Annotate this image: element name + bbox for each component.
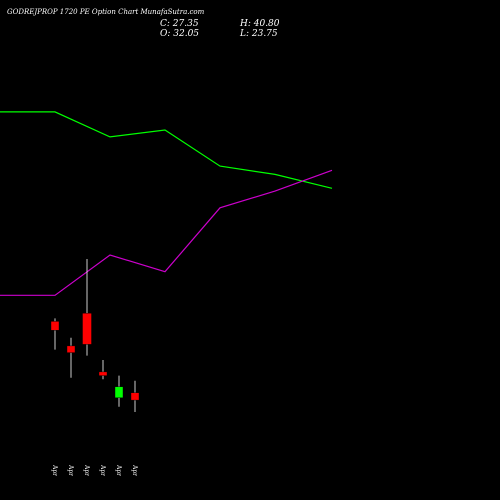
candle [98, 360, 108, 380]
candle [50, 318, 60, 350]
candle-body [114, 386, 124, 399]
date-label: Apr [67, 464, 74, 476]
indicator-lines [0, 111, 333, 296]
candle-body [82, 313, 92, 345]
date-label: Apr [115, 464, 122, 476]
high-value: H: 40.80 [240, 19, 280, 29]
close-value: C: 27.35 [160, 19, 199, 29]
candle-body [50, 321, 60, 331]
indicator-line-1 [0, 111, 333, 189]
indicator-line-2 [0, 169, 333, 296]
date-label: Apr [99, 464, 106, 476]
date-label: Apr [131, 464, 138, 476]
candle-body [130, 392, 140, 401]
candle [82, 259, 92, 356]
candle [66, 337, 76, 378]
date-labels: Apr Apr Apr Apr Apr Apr [51, 464, 138, 476]
date-label: Apr [51, 464, 58, 476]
candle [130, 380, 140, 412]
candle-body [98, 371, 108, 376]
candle [114, 375, 124, 407]
candle-body [66, 345, 76, 353]
low-value: L: 23.75 [240, 29, 278, 39]
chart-title: GODREJPROP 1720 PE Option Chart MunafaSu… [7, 8, 205, 16]
date-label: Apr [83, 464, 90, 476]
open-value: O: 32.05 [160, 29, 200, 39]
candles [50, 259, 140, 412]
